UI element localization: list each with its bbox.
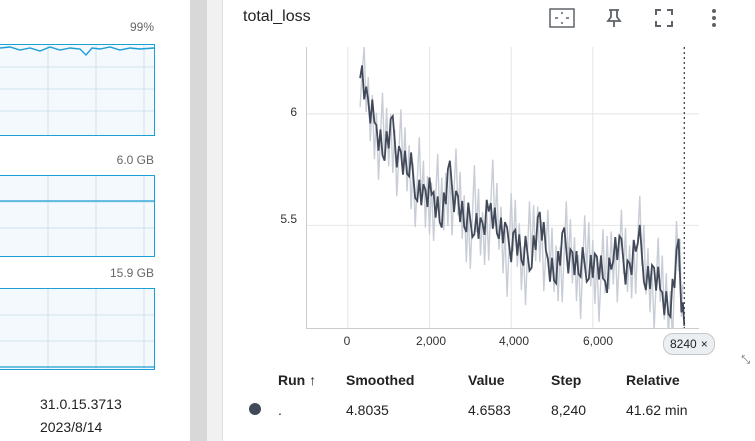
step-chip-value: 8240 [670,337,697,351]
gpu-usage-plot [0,45,154,135]
panel-gap [207,0,222,441]
dedicated-memory-graph [0,175,155,257]
close-icon[interactable]: × [700,337,708,351]
more-vert-icon[interactable] [699,4,729,32]
shared-memory-graph [0,288,155,370]
y-tick-5-5: 5.5 [280,212,297,226]
performance-panel: 99% 6.0 GB 15.9 GB 31.0.15.37 [0,0,190,441]
driver-version: 31.0.15.3713 [40,396,122,412]
cell-run: . [278,402,282,418]
header-step[interactable]: Step [551,372,582,388]
resize-handle-icon[interactable]: ⤡ [741,353,750,366]
fit-domain-icon[interactable] [547,4,577,32]
x-tick-6000: 6,000 [582,334,614,348]
scalar-card: total_loss 6 5.5 0 2,000 4,000 6,000 824… [222,0,755,441]
dedicated-memory-value: 6.0 GB [116,153,154,167]
loss-chart-svg [307,46,699,342]
cell-smoothed: 4.8035 [346,402,389,418]
loss-chart[interactable] [306,46,699,342]
scrollbar-track[interactable] [190,0,207,441]
header-relative[interactable]: Relative [626,372,680,388]
raw-series-line [359,46,684,342]
run-color-dot [249,403,261,415]
card-title: total_loss [243,8,311,25]
smoothed-series-line [359,65,686,326]
x-tick-4000: 4,000 [498,334,530,348]
x-tick-0: 0 [343,334,351,348]
dedicated-memory-plot [0,176,154,256]
cell-relative: 41.62 min [626,402,688,418]
cell-step: 8,240 [551,402,587,418]
cell-value: 4.6583 [468,402,511,418]
gpu-usage-graph [0,44,155,136]
header-value[interactable]: Value [468,372,505,388]
shared-memory-plot [0,289,154,369]
header-smoothed[interactable]: Smoothed [346,372,415,388]
y-tick-6: 6 [290,105,297,119]
x-tick-2000: 2,000 [415,334,447,348]
fullscreen-icon[interactable] [649,4,679,32]
shared-memory-value: 15.9 GB [109,266,154,280]
pin-icon[interactable] [599,4,629,32]
gpu-usage-value: 99% [129,20,154,34]
header-run[interactable]: Run ↑ [278,372,317,388]
driver-date: 2023/8/14 [40,419,103,435]
step-chip[interactable]: 8240 × [663,333,715,355]
